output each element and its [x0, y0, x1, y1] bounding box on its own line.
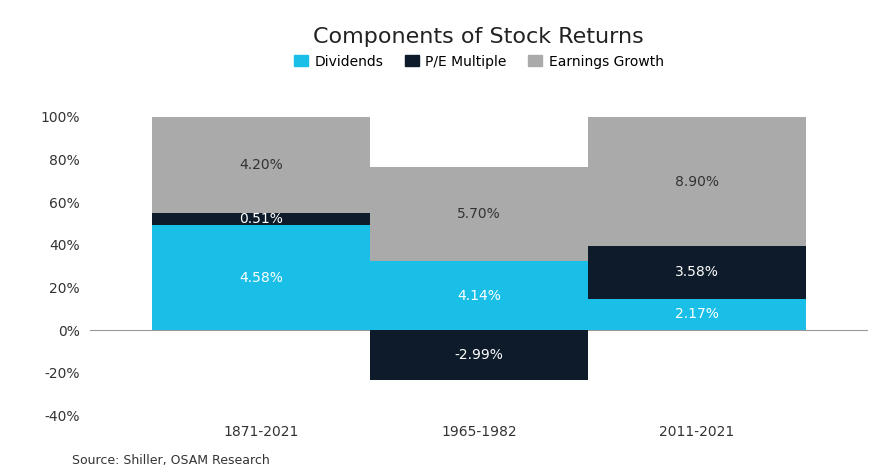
Text: 5.70%: 5.70% — [457, 207, 500, 221]
Text: 4.58%: 4.58% — [239, 270, 283, 285]
Text: 8.90%: 8.90% — [674, 175, 718, 189]
Text: 0.51%: 0.51% — [239, 212, 283, 226]
Bar — [369, 167, 587, 261]
Bar — [369, 261, 587, 330]
Bar — [587, 246, 805, 298]
Text: 4.20%: 4.20% — [239, 158, 283, 172]
Bar — [587, 298, 805, 330]
Text: 2.17%: 2.17% — [674, 307, 718, 321]
Bar — [152, 225, 369, 330]
Text: Source: Shiller, OSAM Research: Source: Shiller, OSAM Research — [72, 454, 269, 467]
Text: 3.58%: 3.58% — [674, 265, 718, 279]
Title: Components of Stock Returns: Components of Stock Returns — [313, 27, 644, 47]
Bar — [369, 330, 587, 380]
Bar — [152, 213, 369, 225]
Bar — [152, 117, 369, 213]
Bar — [587, 117, 805, 246]
Text: 4.14%: 4.14% — [456, 289, 501, 303]
Legend: Dividends, P/E Multiple, Earnings Growth: Dividends, P/E Multiple, Earnings Growth — [288, 49, 669, 74]
Text: -2.99%: -2.99% — [454, 348, 502, 362]
